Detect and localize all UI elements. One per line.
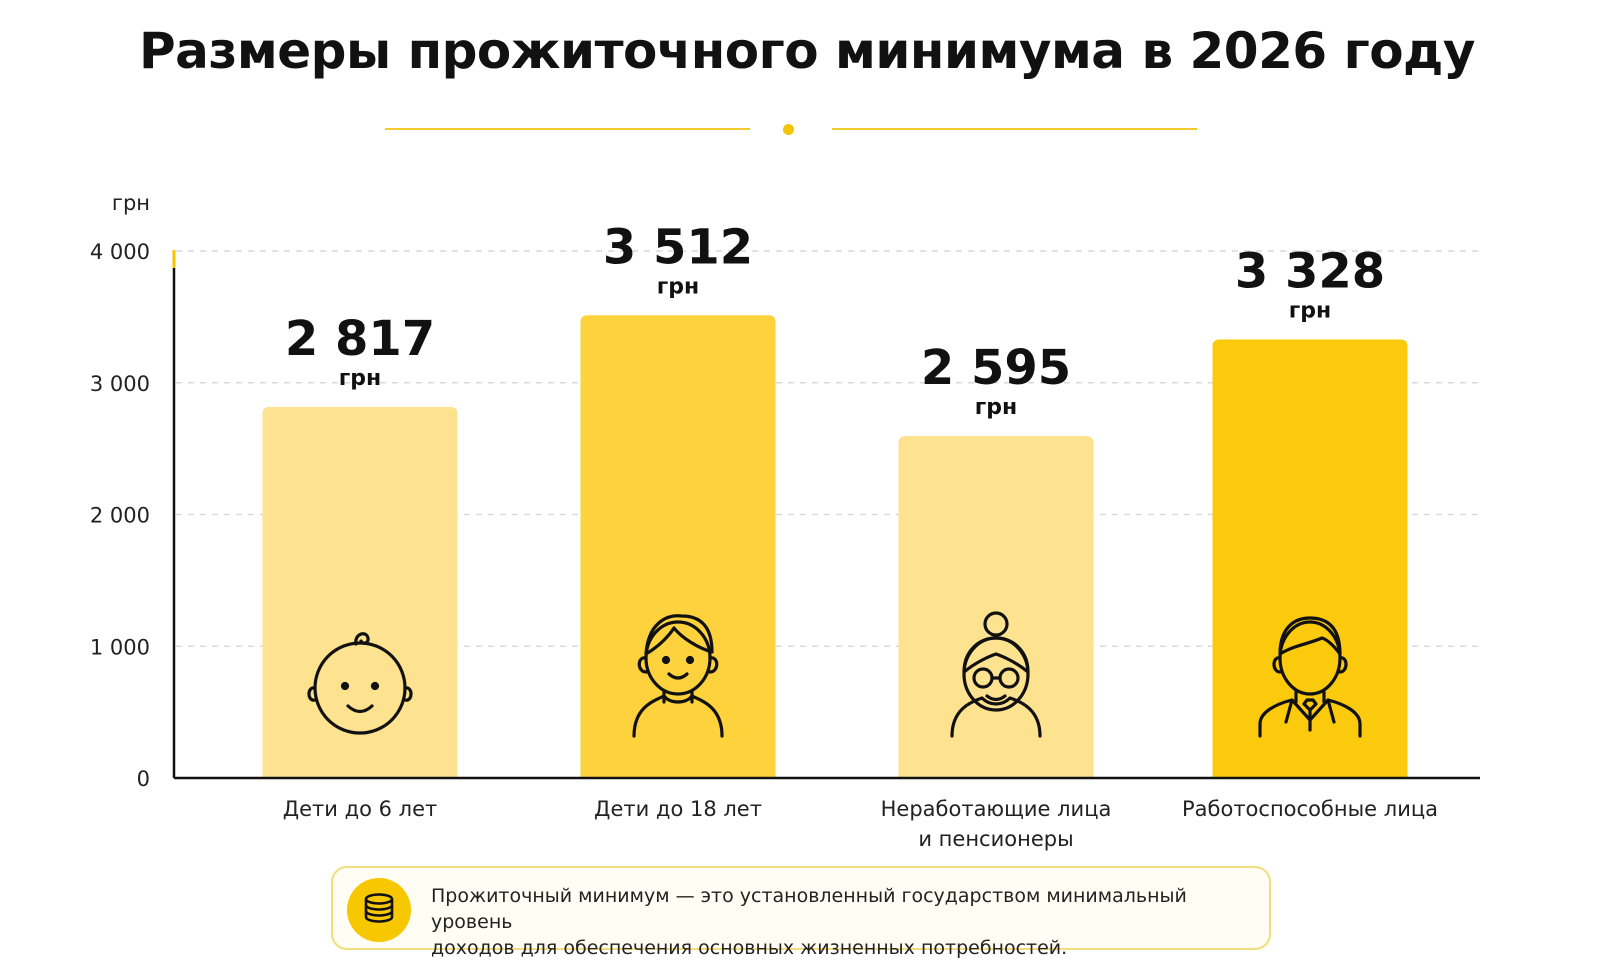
title-divider-left: [385, 128, 750, 130]
y-tick-label: 0: [137, 767, 150, 791]
y-tick-label: 2 000: [90, 504, 150, 528]
bar-value-unit: грн: [1289, 299, 1331, 324]
y-axis-unit-label: грн: [112, 191, 150, 215]
bar-value-unit: грн: [975, 395, 1017, 420]
x-category-label: Дети до 6 лет: [283, 797, 438, 821]
x-category-label: Работоспособные лица: [1182, 797, 1438, 821]
baby-face-icon: [307, 632, 413, 735]
y-tick-label: 4 000: [90, 240, 150, 264]
bar: [1212, 339, 1408, 778]
bar-value-label: 3 512: [603, 219, 753, 275]
bar: [580, 315, 776, 778]
title-divider-dot: [783, 124, 794, 135]
bars: [262, 315, 1408, 778]
chart-title: Размеры прожиточного минимума в 2026 год…: [138, 22, 1476, 80]
x-category-label: Неработающие лица: [881, 797, 1112, 821]
y-tick-label: 3 000: [90, 372, 150, 396]
grandmother-icon: [950, 611, 1042, 738]
boy-icon: [632, 614, 724, 738]
bar: [898, 436, 1094, 778]
y-tick-label: 1 000: [90, 635, 150, 659]
definition-text-line-1: Прожиточный минимум — это установленный …: [431, 885, 1187, 933]
title-divider-right: [832, 128, 1197, 130]
definition-text: Прожиточный минимум — это установленный …: [431, 883, 1261, 961]
businessman-icon: [1258, 616, 1362, 738]
bar-value-label: 2 595: [921, 340, 1071, 396]
axes: [172, 250, 1480, 780]
bar-value-unit: грн: [339, 366, 381, 391]
x-category-label: и пенсионеры: [918, 827, 1073, 851]
bar-value-label: 3 328: [1235, 244, 1385, 300]
bar: [262, 406, 458, 778]
bar-icons: [307, 611, 1362, 738]
bar-value-label: 2 817: [285, 311, 435, 367]
definition-text-line-2: доходов для обеспечения основных жизненн…: [431, 937, 1068, 959]
definition-note: Прожиточный минимум — это установленный …: [331, 866, 1271, 959]
coins-stack-icon: [347, 878, 411, 942]
x-category-label: Дети до 18 лет: [594, 797, 762, 821]
bar-value-unit: грн: [657, 274, 699, 299]
